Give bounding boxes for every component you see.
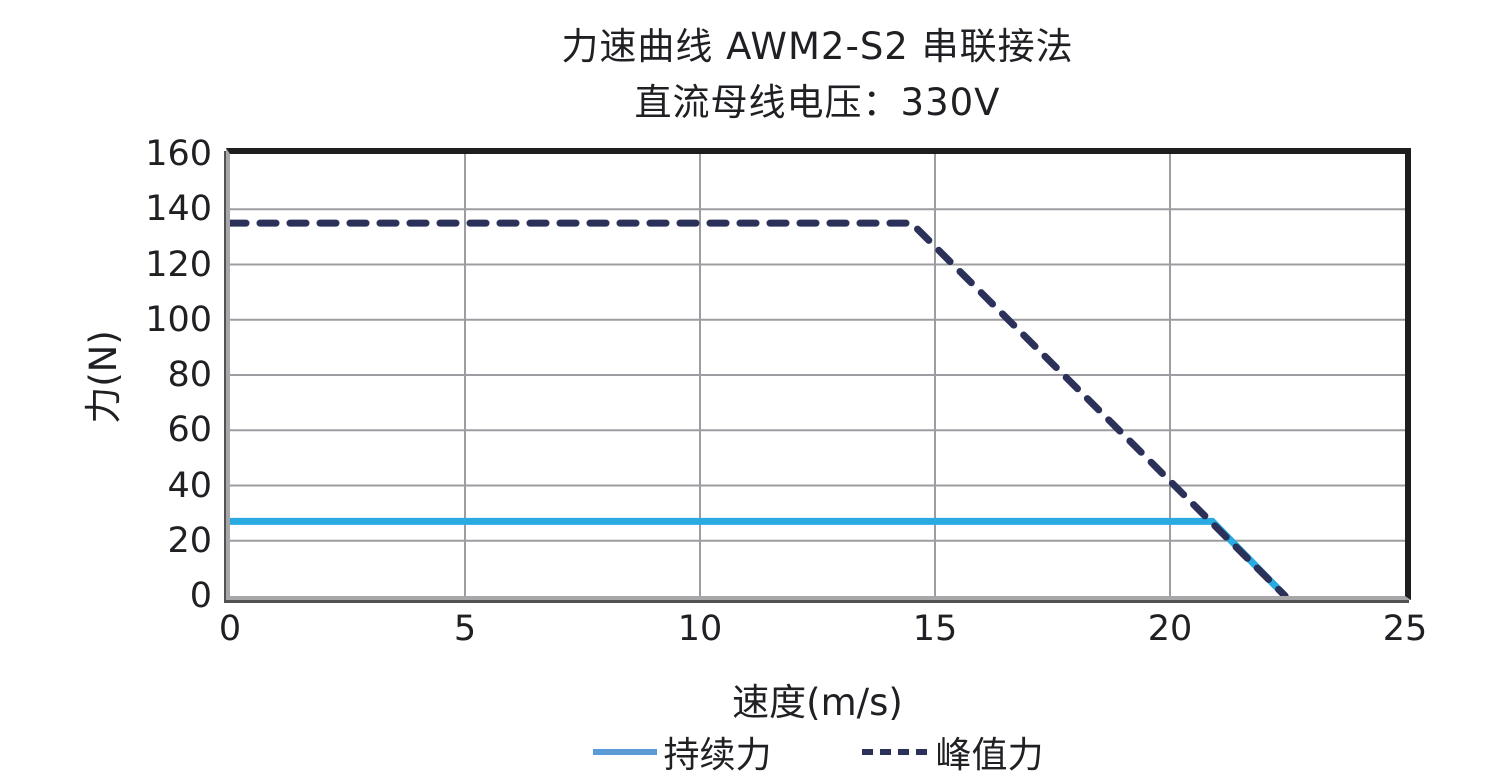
y-tick-label: 100: [145, 299, 212, 340]
x-tick-label: 10: [677, 609, 723, 649]
legend-label-peak-force: 峰值力: [935, 735, 1044, 776]
y-tick-label: 20: [167, 520, 212, 561]
legend-label-continuous-force: 持续力: [663, 735, 772, 776]
y-tick-label: 80: [167, 355, 212, 395]
y-tick-label: 40: [167, 465, 212, 506]
continuous-force-line-swatch: [593, 749, 658, 755]
y-tick-label: 160: [145, 134, 212, 174]
y-tick-label: 120: [145, 244, 212, 285]
legend-item-continuous-force: 持续力: [591, 726, 772, 778]
legend: 持续力 峰值力: [230, 726, 1405, 778]
x-tick-label: 15: [912, 609, 958, 649]
plot-canvas: [230, 154, 1405, 596]
series-continuous-force-line: [230, 517, 1288, 596]
x-tick-label: 5: [453, 609, 477, 649]
x-axis-title: 速度(m/s): [732, 681, 903, 724]
x-tick-label: 20: [1147, 609, 1193, 649]
plot-area: [226, 148, 1411, 600]
y-tick-label: 140: [145, 189, 212, 230]
chart-subtitle: 直流母线电压：330V: [634, 81, 1001, 124]
peak-force-line-swatch: [861, 749, 930, 755]
legend-item-peak-force: 峰值力: [860, 726, 1044, 778]
chart-title: 力速曲线 AWM2-S2 串联接法: [561, 25, 1074, 68]
y-tick-label: 0: [189, 576, 212, 616]
y-tick-label: 60: [167, 410, 212, 451]
x-tick-label: 25: [1382, 609, 1428, 649]
series-peak-force-line: [230, 219, 1289, 596]
x-tick-label: 0: [218, 609, 242, 649]
